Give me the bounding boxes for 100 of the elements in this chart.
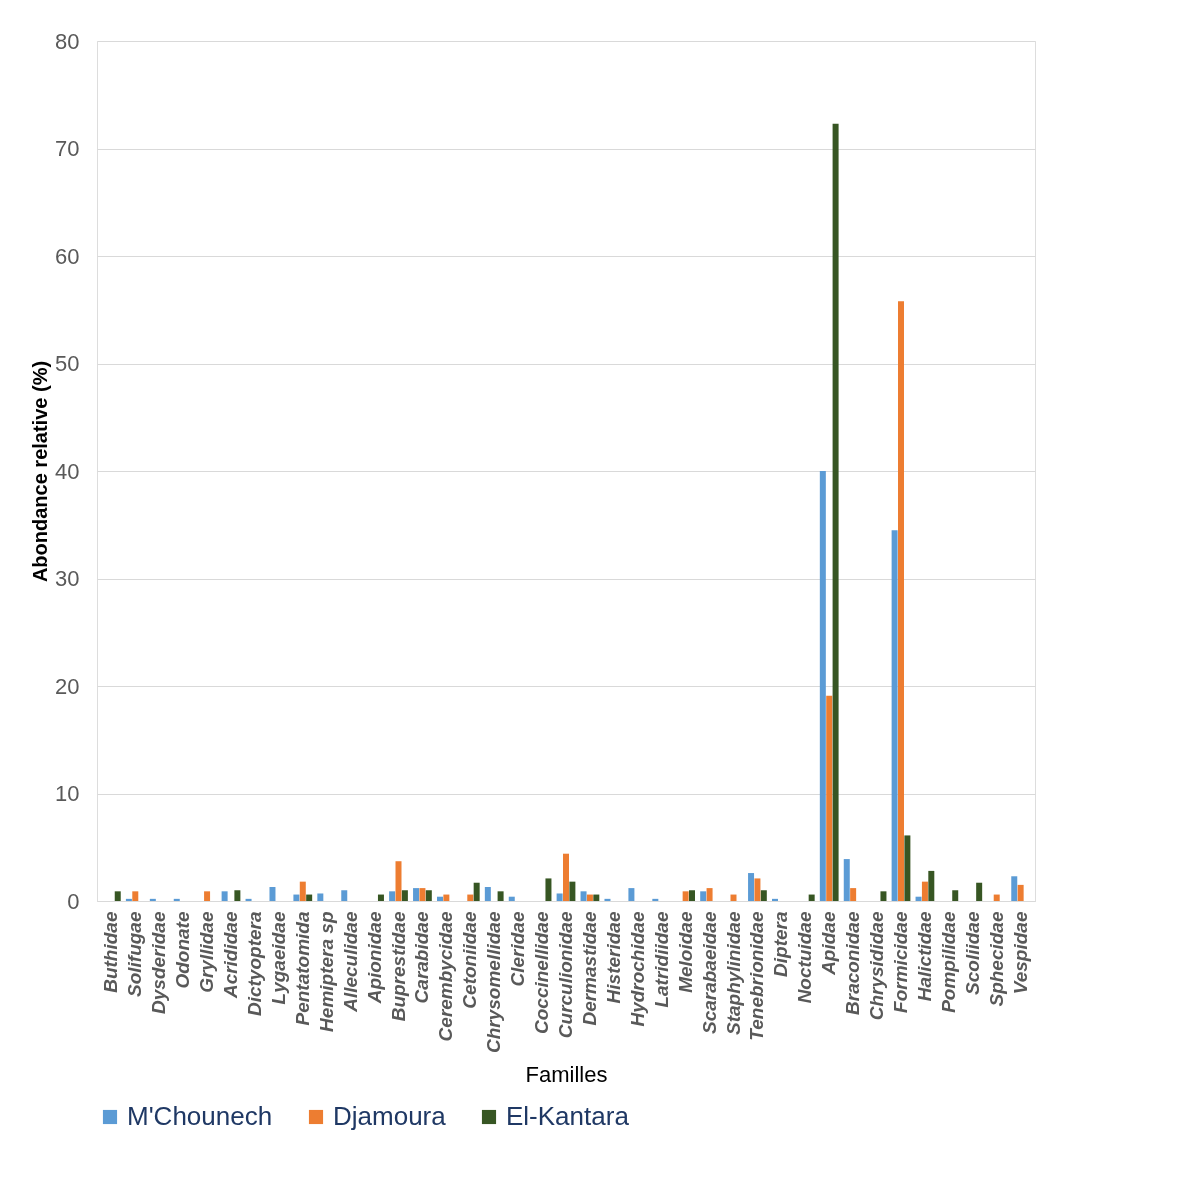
x-tick-label: Braconidae bbox=[842, 911, 864, 1015]
bar bbox=[377, 894, 384, 901]
x-tick-label: Noctuidae bbox=[794, 911, 816, 1004]
bar bbox=[317, 893, 324, 901]
bar bbox=[730, 894, 737, 901]
x-tick-label: Solifugae bbox=[124, 911, 146, 998]
bar bbox=[389, 891, 396, 901]
y-axis-title: Abondance relative (%) bbox=[29, 360, 52, 583]
bar bbox=[395, 861, 402, 901]
bar bbox=[149, 898, 156, 901]
x-tick-label: Alleculidae bbox=[339, 911, 361, 1013]
bar bbox=[293, 894, 300, 901]
bar bbox=[915, 896, 922, 901]
x-tick-label: Scarabaeidae bbox=[698, 911, 720, 1035]
bar bbox=[748, 873, 755, 901]
x-tick-label: Curculionidae bbox=[555, 911, 576, 1039]
x-tick-label: Tenebrionidae bbox=[746, 911, 768, 1041]
y-tick-label: 10 bbox=[55, 781, 80, 806]
x-tick-label: Lygaeidae bbox=[267, 911, 289, 1005]
bar bbox=[760, 890, 767, 901]
x-tick-label: Chrysomellidae bbox=[483, 911, 505, 1053]
x-tick-label: Chrysididae bbox=[866, 911, 888, 1021]
bar bbox=[928, 870, 935, 901]
bar bbox=[850, 888, 857, 901]
bar bbox=[898, 301, 904, 901]
bar bbox=[467, 894, 474, 901]
bar bbox=[125, 898, 132, 901]
x-tick-label: Sphecidae bbox=[985, 911, 1007, 1007]
x-tick-label: Hydrochidae bbox=[626, 911, 648, 1027]
bar bbox=[976, 882, 983, 901]
y-tick-label: 50 bbox=[55, 351, 80, 376]
bar bbox=[341, 890, 348, 901]
bar bbox=[221, 891, 228, 901]
x-tick-label: Pentatomida bbox=[291, 911, 313, 1026]
y-tick-label: 30 bbox=[55, 566, 80, 591]
x-tick-label: Cerembycidae bbox=[435, 911, 457, 1042]
bar bbox=[628, 888, 635, 901]
bar bbox=[484, 887, 491, 901]
x-tick-label: Gryllidae bbox=[196, 911, 218, 993]
x-tick-label: Dictyoptera bbox=[243, 911, 265, 1017]
x-tick-label: Halictidae bbox=[913, 911, 935, 1002]
bar bbox=[700, 891, 707, 901]
bar bbox=[826, 695, 833, 901]
y-tick-label: 0 bbox=[67, 888, 80, 914]
bar bbox=[508, 896, 515, 901]
x-tick-label: Staphylinidae bbox=[722, 911, 744, 1036]
x-tick-label: Buthidae bbox=[100, 911, 122, 993]
bar bbox=[586, 894, 593, 901]
bar bbox=[132, 891, 139, 901]
x-tick-label: Vespidae bbox=[1009, 911, 1031, 995]
x-tick-label: Hemiptera sp bbox=[315, 911, 337, 1032]
bar bbox=[652, 898, 659, 901]
bar bbox=[706, 888, 713, 901]
bar bbox=[593, 894, 600, 901]
y-tick-label: 80 bbox=[55, 28, 80, 54]
bar bbox=[891, 530, 898, 901]
x-tick-label: Acrididae bbox=[220, 911, 241, 1000]
bar bbox=[443, 894, 450, 901]
legend-label: El-Kantara bbox=[506, 1101, 630, 1131]
legend-label: M'Chounech bbox=[127, 1101, 273, 1131]
bar bbox=[413, 888, 420, 901]
x-tick-label: Formicidae bbox=[890, 911, 911, 1013]
bar bbox=[436, 896, 443, 901]
y-tick-label: 20 bbox=[55, 673, 80, 699]
bar bbox=[604, 898, 611, 901]
bar bbox=[473, 882, 480, 901]
bar bbox=[754, 878, 761, 901]
bar bbox=[419, 888, 426, 901]
bar bbox=[1011, 876, 1018, 901]
bar bbox=[832, 123, 839, 901]
x-tick-label: Pompilidae bbox=[937, 911, 959, 1013]
bar bbox=[401, 890, 408, 901]
x-tick-label: Dermastidae bbox=[578, 911, 600, 1026]
bar bbox=[771, 898, 778, 901]
bar bbox=[173, 898, 180, 901]
bar bbox=[204, 891, 211, 901]
bar bbox=[563, 853, 569, 901]
bar bbox=[425, 890, 432, 901]
y-tick-label: 40 bbox=[55, 458, 80, 484]
x-tick-label: Cetoniidae bbox=[459, 911, 481, 1009]
bar bbox=[245, 898, 252, 901]
bar bbox=[921, 881, 928, 901]
x-tick-label: Diptera bbox=[770, 911, 792, 977]
bar bbox=[993, 894, 1000, 901]
bar bbox=[880, 891, 887, 901]
bar bbox=[545, 878, 552, 901]
x-tick-label: Meloidae bbox=[674, 911, 696, 993]
bar bbox=[904, 835, 911, 901]
bar bbox=[269, 887, 276, 901]
legend-label: Djamoura bbox=[333, 1101, 447, 1131]
x-tick-label: Odonate bbox=[172, 911, 194, 989]
x-tick-label: Coccinellidae bbox=[531, 911, 553, 1034]
x-tick-label: Latridiidae bbox=[650, 911, 672, 1008]
x-tick-label: Buprestidae bbox=[387, 911, 409, 1022]
bar bbox=[306, 894, 313, 901]
bar bbox=[299, 881, 306, 901]
x-tick-label: Dysderidae bbox=[148, 911, 170, 1014]
x-tick-label: Histeridae bbox=[602, 911, 624, 1004]
bar bbox=[689, 890, 696, 901]
bar bbox=[819, 471, 826, 901]
